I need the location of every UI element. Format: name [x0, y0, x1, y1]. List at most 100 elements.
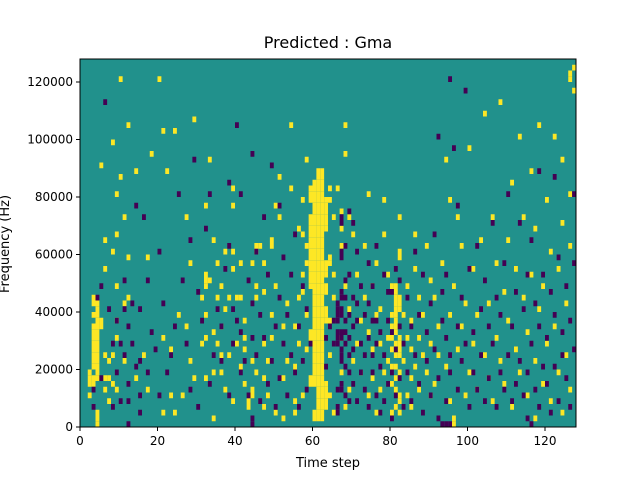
heatmap-cell-high: [320, 335, 325, 341]
heatmap-cell-low: [374, 317, 379, 324]
heatmap-cell-high: [397, 352, 402, 358]
heatmap-cell-high: [316, 168, 321, 174]
heatmap-cell-high: [95, 335, 100, 341]
heatmap-cell-low: [525, 369, 530, 376]
heatmap-cell-low: [386, 381, 391, 387]
heatmap-cell-high: [393, 306, 398, 312]
heatmap-cell-high: [405, 392, 410, 399]
heatmap-cell-high: [390, 312, 394, 318]
heatmap-cell-high: [231, 248, 236, 255]
y-tick-label: 120000: [27, 75, 73, 89]
heatmap-cell-high: [316, 381, 321, 387]
heatmap-cell-high: [529, 168, 534, 174]
x-tick-label: 20: [150, 434, 165, 448]
heatmap-cell-high: [273, 409, 278, 416]
heatmap-cell-low: [440, 421, 445, 427]
x-tick-label: 60: [305, 434, 320, 448]
heatmap-cell-high: [184, 323, 189, 330]
heatmap-cell-high: [455, 346, 460, 353]
heatmap-cell-low: [440, 289, 445, 295]
heatmap-cell-high: [397, 392, 402, 399]
heatmap-cell-high: [397, 306, 402, 312]
heatmap-cell-low: [374, 243, 379, 249]
heatmap-cell-low: [374, 340, 379, 347]
heatmap-cell-low: [517, 220, 522, 226]
heatmap-cell-high: [95, 358, 100, 364]
heatmap-cell-high: [378, 340, 383, 347]
heatmap-cell-high: [471, 266, 476, 272]
heatmap-cell-high: [320, 358, 325, 364]
heatmap-cell-high: [312, 294, 317, 301]
heatmap-cell-low: [405, 369, 410, 376]
heatmap-cell-high: [262, 404, 267, 410]
heatmap-cell-low: [145, 277, 150, 284]
heatmap-cell-low: [130, 300, 135, 307]
heatmap-cell-low: [471, 369, 476, 376]
heatmap-cell-high: [95, 421, 100, 427]
heatmap-cell-high: [393, 283, 398, 289]
heatmap-cell-high: [312, 369, 317, 376]
heatmap-cell-low: [556, 398, 561, 404]
heatmap-cell-low: [328, 323, 332, 330]
heatmap-cell-high: [393, 375, 398, 381]
heatmap-cell-high: [308, 231, 313, 238]
heatmap-cell-low: [207, 381, 212, 387]
heatmap-cell-low: [413, 352, 418, 358]
heatmap-cell-high: [324, 398, 329, 404]
heatmap-cell-high: [316, 231, 321, 238]
heatmap-cell-low: [231, 340, 236, 347]
y-tick-label: 40000: [35, 305, 73, 319]
heatmap-cell-high: [200, 294, 205, 301]
heatmap-cell-high: [370, 375, 375, 381]
heatmap-cell-high: [308, 248, 313, 255]
chart-title: Predicted : Gma: [264, 33, 392, 52]
heatmap-cell-high: [126, 122, 131, 128]
heatmap-cell-low: [366, 300, 371, 307]
heatmap-cell-high: [188, 260, 193, 266]
heatmap-cell-low: [149, 329, 154, 335]
heatmap-cell-low: [390, 289, 394, 295]
x-tick-label: 0: [76, 434, 84, 448]
heatmap-cell-low: [281, 254, 286, 261]
heatmap-cell-low: [262, 214, 267, 220]
heatmap-cell-high: [219, 369, 224, 376]
heatmap-cell-high: [114, 335, 119, 341]
heatmap-cell-high: [312, 346, 317, 353]
heatmap-cell-high: [390, 346, 394, 353]
heatmap-cell-high: [262, 289, 267, 295]
heatmap-cell-high: [281, 323, 286, 330]
heatmap-cell-high: [320, 185, 325, 192]
heatmap-cell-high: [568, 243, 573, 249]
heatmap-cell-high: [95, 415, 100, 422]
heatmap-cell-high: [95, 329, 100, 335]
heatmap-cell-high: [390, 363, 394, 370]
heatmap-cell-high: [421, 312, 425, 318]
heatmap-cell-low: [184, 340, 189, 347]
heatmap-cell-high: [250, 260, 255, 266]
heatmap-cell-high: [250, 392, 255, 399]
heatmap-cell-high: [413, 266, 418, 272]
heatmap-cell-low: [362, 352, 367, 358]
heatmap-cell-low: [122, 277, 127, 284]
heatmap-cell-high: [382, 369, 387, 376]
heatmap-cell-low: [483, 398, 487, 404]
heatmap-cell-high: [390, 409, 394, 416]
heatmap-cell-high: [204, 375, 208, 381]
heatmap-cell-high: [316, 300, 321, 307]
heatmap-cell-low: [417, 312, 422, 318]
heatmap-cell-high: [397, 346, 402, 353]
heatmap-cell-high: [87, 392, 92, 399]
heatmap-cell-high: [266, 358, 270, 364]
heatmap-cell-low: [393, 392, 398, 399]
heatmap-cell-high: [324, 392, 329, 399]
heatmap-cell-high: [308, 271, 313, 278]
heatmap-cell-low: [467, 266, 472, 272]
heatmap-cell-low: [246, 392, 251, 399]
heatmap-cell-high: [320, 415, 325, 422]
heatmap-cell-high: [312, 306, 317, 312]
heatmap-cell-high: [161, 409, 166, 416]
heatmap-cell-high: [91, 363, 96, 370]
heatmap-cell-low: [339, 329, 344, 335]
heatmap-cell-high: [397, 398, 402, 404]
heatmap-cell-high: [413, 231, 418, 238]
